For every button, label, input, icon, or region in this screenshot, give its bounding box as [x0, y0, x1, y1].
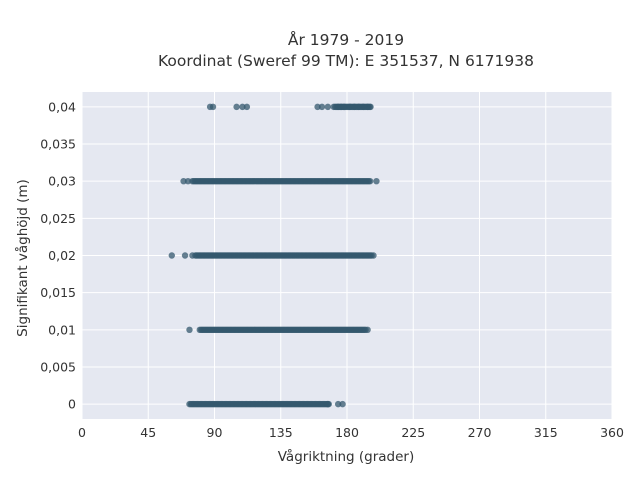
- data-point: [359, 103, 367, 111]
- data-points: [168, 103, 380, 408]
- data-point: [239, 103, 246, 111]
- data-point: [189, 177, 196, 185]
- data-point: [355, 103, 362, 111]
- data-point: [370, 252, 377, 259]
- data-point: [340, 103, 348, 111]
- x-tick-label: 45: [140, 425, 156, 440]
- data-point: [186, 400, 193, 408]
- data-point: [339, 400, 346, 408]
- data-point: [189, 252, 196, 259]
- data-point: [233, 103, 240, 111]
- data-point: [367, 103, 374, 111]
- data-point: [180, 177, 187, 185]
- y-tick-label: 0,04: [48, 99, 76, 114]
- x-tick-label: 360: [600, 425, 624, 440]
- data-point: [324, 103, 332, 111]
- data-point: [346, 103, 354, 111]
- x-tick-label: 315: [534, 425, 558, 440]
- y-tick-label: 0,01: [48, 322, 76, 337]
- x-axis-ticks: 0 45 90 135 180 225 270 315 360: [78, 425, 624, 440]
- chart-title: År 1979 - 2019: [288, 30, 404, 49]
- data-point: [243, 103, 251, 111]
- x-tick-label: 135: [269, 425, 293, 440]
- data-point: [324, 400, 332, 408]
- data-point: [334, 400, 342, 408]
- data-point: [181, 252, 189, 259]
- x-tick-label: 180: [335, 425, 359, 440]
- data-point: [184, 177, 192, 185]
- y-tick-label: 0,03: [48, 174, 76, 189]
- data-point: [196, 326, 203, 334]
- x-tick-label: 0: [78, 425, 86, 440]
- y-tick-label: 0,005: [40, 359, 76, 374]
- y-tick-label: 0,02: [48, 248, 76, 263]
- data-point: [330, 103, 337, 111]
- y-tick-label: 0,015: [40, 285, 76, 300]
- data-point: [314, 103, 321, 111]
- y-axis-ticks: 0 0,005 0,01 0,015 0,02 0,025 0,03 0,035 0,04: [40, 99, 76, 411]
- data-point: [209, 103, 217, 111]
- data-point: [364, 326, 371, 334]
- data-point: [186, 326, 193, 334]
- y-tick-label: 0,025: [40, 211, 76, 226]
- chart-subtitle: Koordinat (Sweref 99 TM): E 351537, N 61…: [158, 52, 534, 70]
- data-point: [373, 177, 380, 185]
- y-axis-label: Signifikant våghöjd (m): [14, 179, 31, 337]
- data-point: [366, 177, 374, 185]
- data-point: [351, 103, 358, 111]
- y-tick-label: 0: [68, 397, 76, 412]
- x-tick-label: 270: [468, 425, 492, 440]
- data-point: [318, 103, 326, 111]
- x-axis-label: Vågriktning (grader): [278, 448, 415, 465]
- y-tick-label: 0,035: [40, 137, 76, 152]
- data-point: [168, 252, 176, 259]
- x-tick-label: 90: [207, 425, 223, 440]
- x-tick-label: 225: [401, 425, 425, 440]
